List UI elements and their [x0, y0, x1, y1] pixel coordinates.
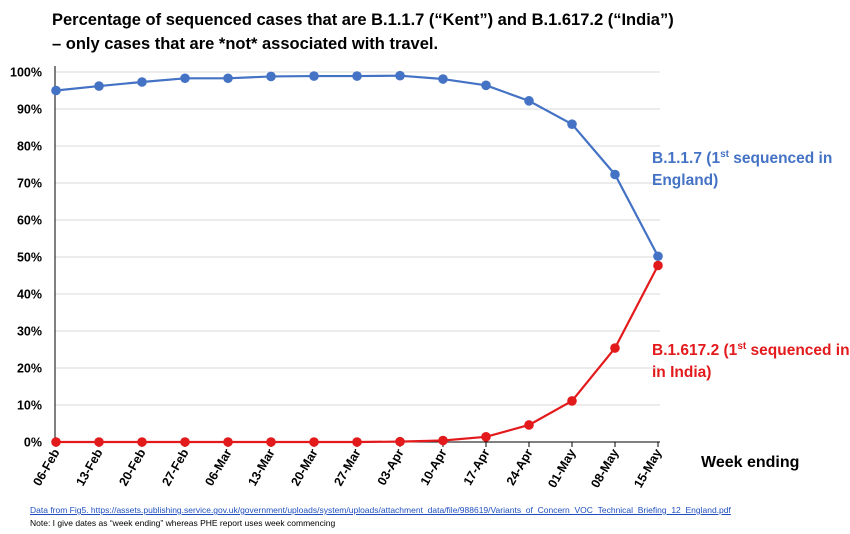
data-point-india [137, 437, 147, 447]
x-axis-title: Week ending [701, 454, 800, 471]
data-point-kent [309, 71, 319, 81]
data-point-kent [395, 70, 405, 81]
data-point-kent [223, 73, 233, 84]
y-tick-label: 0% [24, 436, 42, 450]
data-point-india [524, 420, 534, 430]
india-label-text: B.1.617.2 (1 [652, 342, 738, 360]
x-tick-label: 06-Mar [202, 446, 234, 488]
series-label-india: B.1.617.2 (1st sequenced in in India) [652, 336, 850, 384]
x-tick-label: 06-Feb [30, 446, 62, 488]
x-tick-label: 08-May [588, 446, 621, 490]
data-point-india [352, 437, 362, 447]
data-point-kent [610, 169, 620, 180]
data-point-kent [180, 73, 190, 84]
kent-label-sup: st [720, 149, 729, 160]
tick-labels: 0% 10% 20% 30% 40% 50% 60% 70% 80% 90% 100% 06-Feb 1… [10, 66, 665, 491]
data-point-kent [481, 80, 491, 91]
x-tick-label: 27-Mar [331, 446, 363, 488]
y-tick-label: 40% [17, 288, 42, 302]
kent-label-text: B.1.1.7 (1 [652, 150, 721, 168]
y-tick-label: 10% [17, 399, 42, 413]
kent-label-line-2: England) [652, 172, 719, 190]
x-tick-label: 10-Apr [418, 446, 450, 487]
data-point-kent [438, 74, 448, 84]
data-point-kent [352, 71, 362, 81]
x-tick-label: 01-May [545, 446, 578, 490]
data-point-kent [94, 81, 104, 91]
chart-title-line-1: Percentage of sequenced cases that are B… [52, 11, 674, 29]
x-tick-label: 20-Feb [116, 446, 148, 488]
series-line-kent [55, 74, 659, 257]
x-tick-label: 17-Apr [461, 446, 493, 487]
y-tick-label: 90% [17, 103, 42, 117]
data-point-india [610, 343, 620, 353]
india-label-sup: st [737, 341, 747, 352]
data-point-india [94, 437, 104, 447]
data-point-india [395, 436, 405, 447]
kent-label-text-2: sequenced in [728, 150, 833, 168]
data-point-kent [51, 85, 61, 96]
data-point-kent [524, 96, 534, 106]
y-tick-label: 80% [17, 140, 42, 154]
footnote: Note: I give dates as “week ending” wher… [30, 518, 336, 528]
data-point-kent [266, 71, 276, 82]
data-point-india [481, 432, 491, 442]
x-tick-label: 13-Mar [245, 446, 277, 488]
india-label-text-2: sequenced in [746, 342, 850, 360]
x-tick-label: 03-Apr [375, 446, 407, 487]
y-tick-label: 70% [17, 177, 42, 191]
y-tick-label: 20% [17, 362, 42, 376]
data-point-india [309, 437, 319, 447]
x-tick-label: 24-Apr [504, 446, 536, 487]
x-tick-label: 15-May [631, 446, 664, 490]
series-label-kent: B.1.1.7 (1st sequenced in England) [652, 144, 832, 192]
y-tick-label: 60% [17, 214, 42, 228]
data-point-india [180, 437, 190, 447]
chart-title: Percentage of sequenced cases that are B… [52, 8, 832, 56]
data-point-kent [653, 251, 663, 262]
data-point-kent [137, 77, 147, 87]
series-lines [51, 70, 663, 447]
chart-title-line-2: – only cases that are *not* associated w… [52, 35, 439, 53]
y-tick-label: 50% [17, 251, 42, 265]
source-link[interactable]: Data from Fig5. https://assets.publishin… [30, 505, 731, 515]
series-line-india [56, 265, 659, 444]
data-point-india [567, 396, 577, 406]
x-tick-label: 13-Feb [73, 446, 105, 488]
x-tick-label: 27-Feb [159, 446, 191, 488]
data-point-india [51, 437, 61, 447]
data-point-india [266, 437, 276, 447]
india-label-line-2: in India) [652, 364, 712, 382]
data-point-kent [567, 119, 577, 129]
y-tick-label: 100% [10, 66, 42, 80]
x-tick-label: 20-Mar [288, 446, 320, 488]
data-point-india [653, 260, 663, 271]
data-point-india [438, 435, 448, 446]
y-tick-label: 30% [17, 325, 42, 339]
data-point-india [223, 437, 233, 447]
